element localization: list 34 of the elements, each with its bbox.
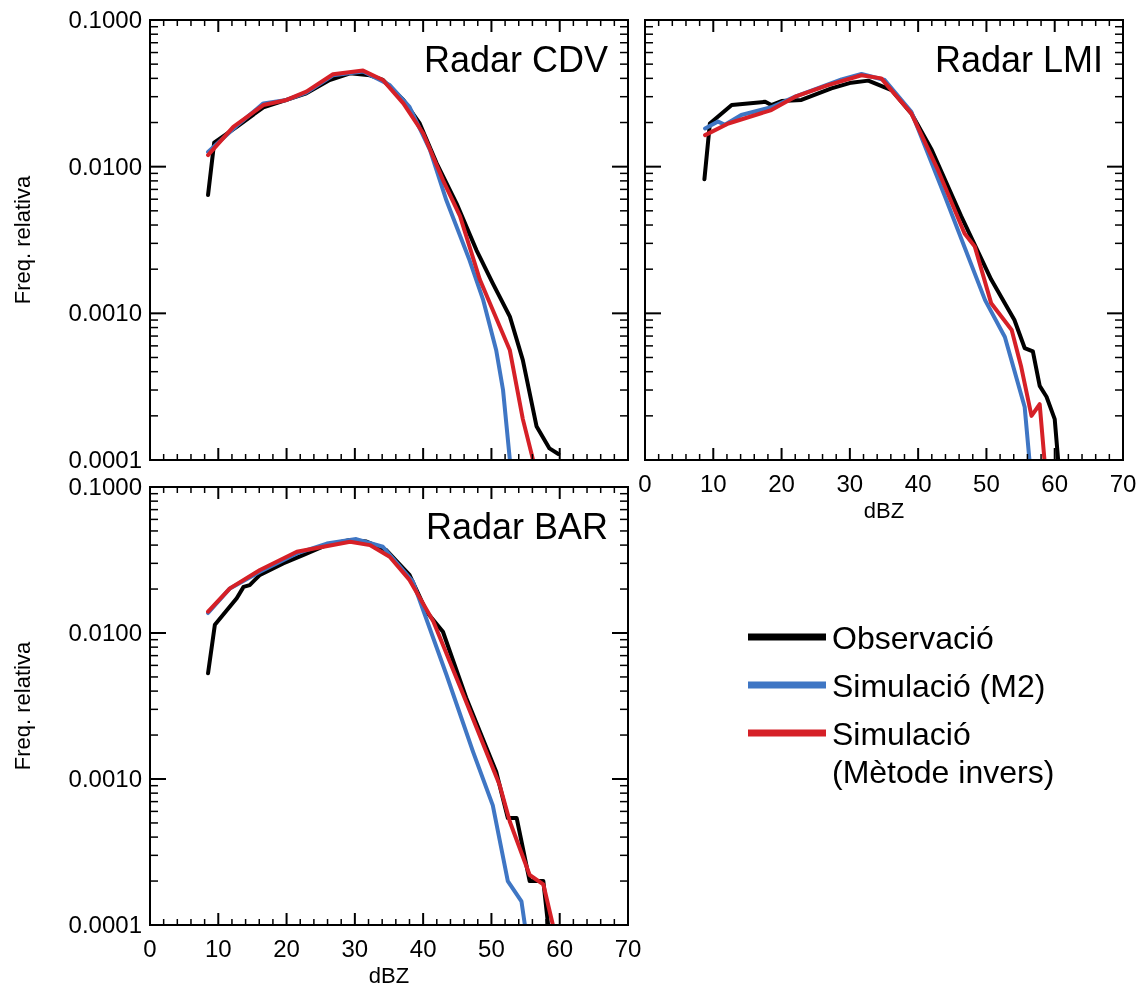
y-tick-label: 0.1000 [68,6,142,33]
x-tick-label: 10 [699,470,727,497]
x-tick-label: 60 [546,935,574,962]
x-tick-label: 20 [768,470,795,497]
x-tick-label: 50 [973,470,1000,497]
text: Radar LMI [934,39,1103,80]
x-tick-label: 40 [409,935,437,962]
x-tick-label: 70 [1109,470,1137,497]
y-axis-title: Freq. relativa [10,641,35,771]
y-tick-label: 0.0001 [68,911,142,938]
legend-label: Observació [832,620,994,656]
text: Radar BAR [425,506,608,547]
text: Radar CDV [423,39,608,80]
x-tick-label: 20 [273,935,300,962]
x-axis-title: dBZ [863,498,905,523]
x-tick-label: 0 [638,470,652,497]
x-tick-label: 50 [478,935,505,962]
y-tick-label: 0.0010 [68,299,142,327]
y-tick-label: 0.0100 [68,619,142,646]
legend-label: Simulació (Mètode invers) [832,716,1055,790]
legend-label: Simulació (M2) [832,668,1046,704]
x-tick-label: 30 [836,470,864,497]
y-tick-label: 0.0100 [68,152,142,180]
y-tick-label: 0.0001 [68,446,142,473]
x-tick-label: 0 [143,935,157,962]
x-tick-label: 30 [341,935,369,962]
x-tick-label: 70 [614,935,642,962]
x-tick-label: 40 [904,470,932,497]
y-axis-title: Freq. relativa [10,175,35,305]
y-tick-label: 0.1000 [68,473,142,500]
x-axis-title: dBZ [368,963,410,988]
y-tick-label: 0.0010 [68,765,142,792]
x-tick-label: 60 [1041,470,1069,497]
x-tick-label: 10 [204,935,232,962]
